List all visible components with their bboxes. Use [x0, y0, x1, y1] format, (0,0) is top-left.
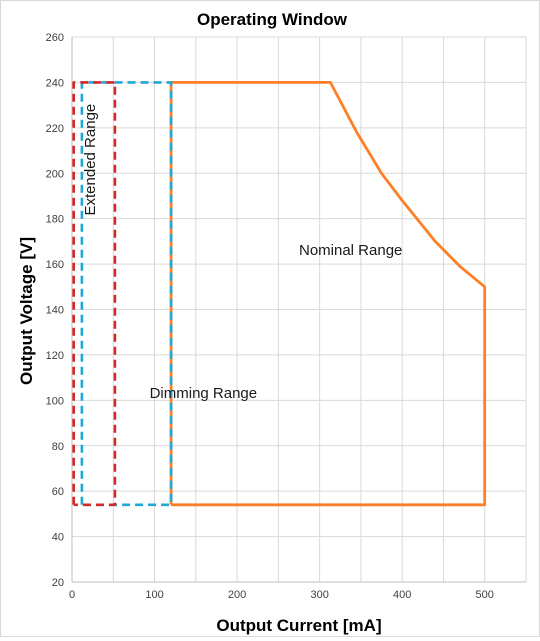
- y-tick-label: 60: [52, 486, 64, 498]
- y-tick-label: 140: [46, 305, 64, 317]
- y-tick-label: 40: [52, 532, 64, 544]
- tick-labels: 20 40 60 80 100 120 140 160 180 200 220 240 260 0 100 2…: [46, 32, 494, 601]
- y-tick-label: 120: [46, 350, 64, 362]
- dimming-range-line: [72, 81, 117, 507]
- series-lines: [72, 81, 487, 507]
- x-tick-label: 200: [228, 589, 246, 601]
- x-axis-title: Output Current [mA]: [216, 616, 381, 635]
- y-tick-label: 240: [46, 77, 64, 89]
- nominal-range-line: [169, 81, 487, 507]
- x-tick-label: 300: [310, 589, 328, 601]
- y-tick-label: 220: [46, 123, 64, 135]
- y-tick-label: 180: [46, 214, 64, 226]
- x-tick-label: 400: [393, 589, 411, 601]
- x-tick-label: 100: [145, 589, 163, 601]
- extended-range-line: [80, 81, 173, 507]
- grid: [71, 36, 527, 583]
- y-tick-label: 160: [46, 259, 64, 271]
- y-axis-title: Output Voltage [V]: [17, 237, 36, 385]
- y-tick-label: 260: [46, 32, 64, 44]
- chart-title: Operating Window: [197, 10, 348, 29]
- y-tick-label: 20: [52, 577, 64, 589]
- y-tick-label: 80: [52, 441, 64, 453]
- y-tick-label: 200: [46, 168, 64, 180]
- dimming-range-label: Dimming Range: [150, 385, 258, 402]
- nominal-range-label: Nominal Range: [299, 242, 402, 259]
- x-tick-label: 0: [69, 589, 75, 601]
- annotations: Nominal Range Extended Range Dimming Range: [82, 104, 402, 402]
- extended-range-label: Extended Range: [82, 104, 99, 216]
- y-tick-label: 100: [46, 395, 64, 407]
- x-tick-label: 500: [476, 589, 494, 601]
